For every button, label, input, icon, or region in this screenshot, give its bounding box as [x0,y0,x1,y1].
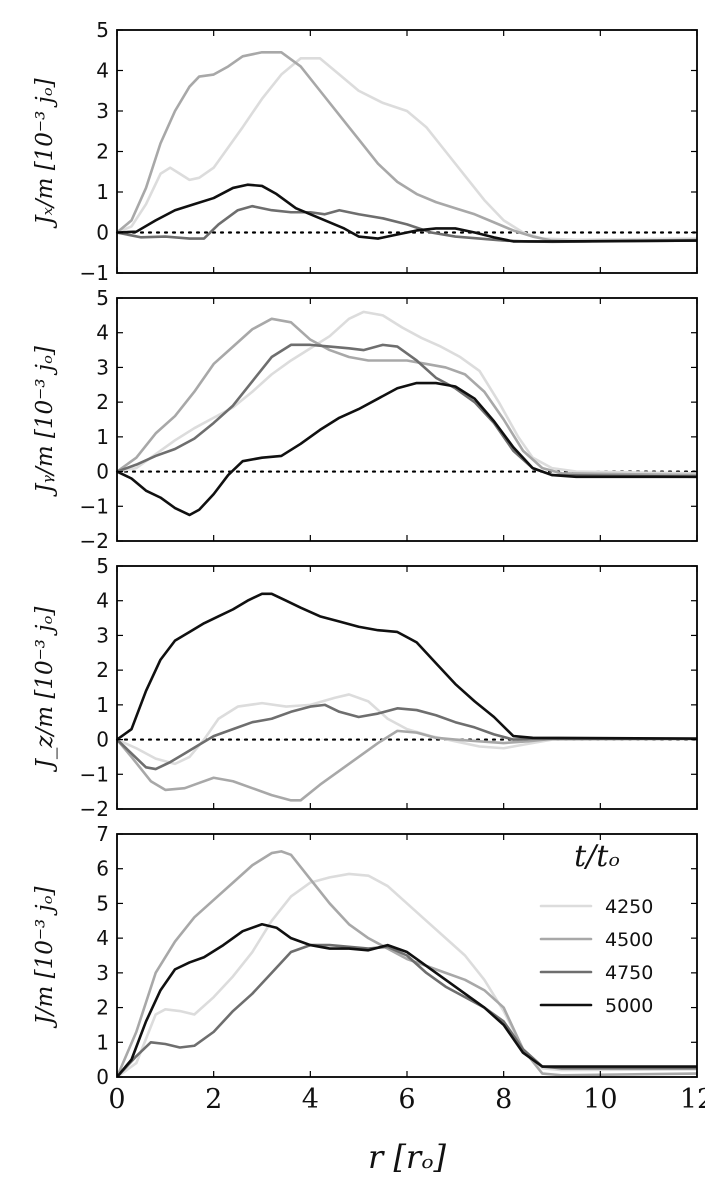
y-axis-label: J_z/m [10⁻³ jₒ] [32,607,58,773]
legend-label-4500: 4500 [605,929,653,951]
panel-1: −1 0 1 2 3 4 5 Jₓ/m [10⁻³ jₒ] [32,18,699,285]
axes-frame [116,297,698,542]
ytick-label: 4 [96,321,109,345]
legend-label-4250: 4250 [605,896,653,918]
series-line-4500 [117,729,697,802]
ytick-label: 5 [96,554,109,578]
ytick-label: 3 [96,623,109,647]
ytick-label: 3 [96,355,109,379]
y-axis-label: Jₓ/m [10⁻³ jₒ] [32,78,58,228]
series-group [117,850,697,1077]
xtick-label: 10 [583,1084,617,1115]
series-line-4250 [117,693,697,766]
ytick-label: 1 [96,693,109,717]
ytick-label: −1 [80,261,109,285]
series-line-4750 [117,943,697,1077]
ytick-label: −1 [80,494,109,518]
series-line-4750 [117,703,697,771]
ytick-label: 0 [96,1065,109,1089]
ytick-label: 5 [96,891,109,915]
ytick-label: 2 [96,140,109,164]
series-group [117,592,697,802]
xtick-label: 6 [398,1084,415,1115]
series-line-5000 [117,183,697,243]
axes-frame [116,833,698,1078]
ytick-label: 1 [96,180,109,204]
series-line-4500 [117,50,697,243]
ytick-label: −2 [80,529,109,553]
series-line-5000 [117,592,697,741]
series-group [117,50,697,244]
legend-label-5000: 5000 [605,995,653,1017]
x-axis-label: r [rₒ] [368,1138,447,1176]
ytick-label: 4 [96,589,109,613]
xtick-label: 12 [680,1084,705,1115]
ytick-label: 3 [96,961,109,985]
xtick-label: 0 [108,1084,125,1115]
ytick-label: −1 [80,762,109,786]
series-line-4500 [117,317,697,477]
panel-2: −2 −1 0 1 2 3 4 5 Jᵧ/m [10⁻³ jₒ] [32,286,699,553]
series-line-4750 [117,343,697,479]
xtick-label: 8 [495,1084,512,1115]
panel-3: −2 −1 0 1 2 3 4 5 J_z/m [10⁻³ jₒ] [32,554,699,821]
series-line-4250 [117,57,697,242]
ytick-label: 5 [96,18,109,42]
ytick-label: 2 [96,996,109,1020]
ytick-label: 4 [96,59,109,83]
ytick-label: 0 [96,728,109,752]
ytick-label: 4 [96,926,109,950]
axes-frame [116,29,698,274]
series-group [117,310,697,517]
legend: t/tₒ 4250 4500 4750 5000 [539,839,653,1017]
y-axis-label: Jᵧ/m [10⁻³ jₒ] [32,346,58,497]
series-line-4250 [117,310,697,475]
ytick-label: 3 [96,99,109,123]
axes-frame [116,565,698,810]
ytick-label: −2 [80,797,109,821]
ytick-label: 7 [96,822,109,846]
ytick-label: 0 [96,460,109,484]
ytick-label: 1 [96,425,109,449]
ytick-label: 2 [96,390,109,414]
series-line-4750 [117,204,697,244]
ytick-label: 6 [96,857,109,881]
legend-label-4750: 4750 [605,962,653,984]
xtick-label: 2 [205,1084,222,1115]
ytick-label: 0 [96,221,109,245]
series-line-4500 [117,850,697,1077]
xtick-label: 4 [302,1084,319,1115]
series-line-5000 [117,381,697,517]
series-line-5000 [117,922,697,1077]
ytick-label: 1 [96,1030,109,1054]
ytick-label: 2 [96,658,109,682]
ytick-label: 5 [96,286,109,310]
legend-title: t/tₒ [574,839,620,874]
y-axis-label: J/m [10⁻³ jₒ] [32,886,58,1028]
